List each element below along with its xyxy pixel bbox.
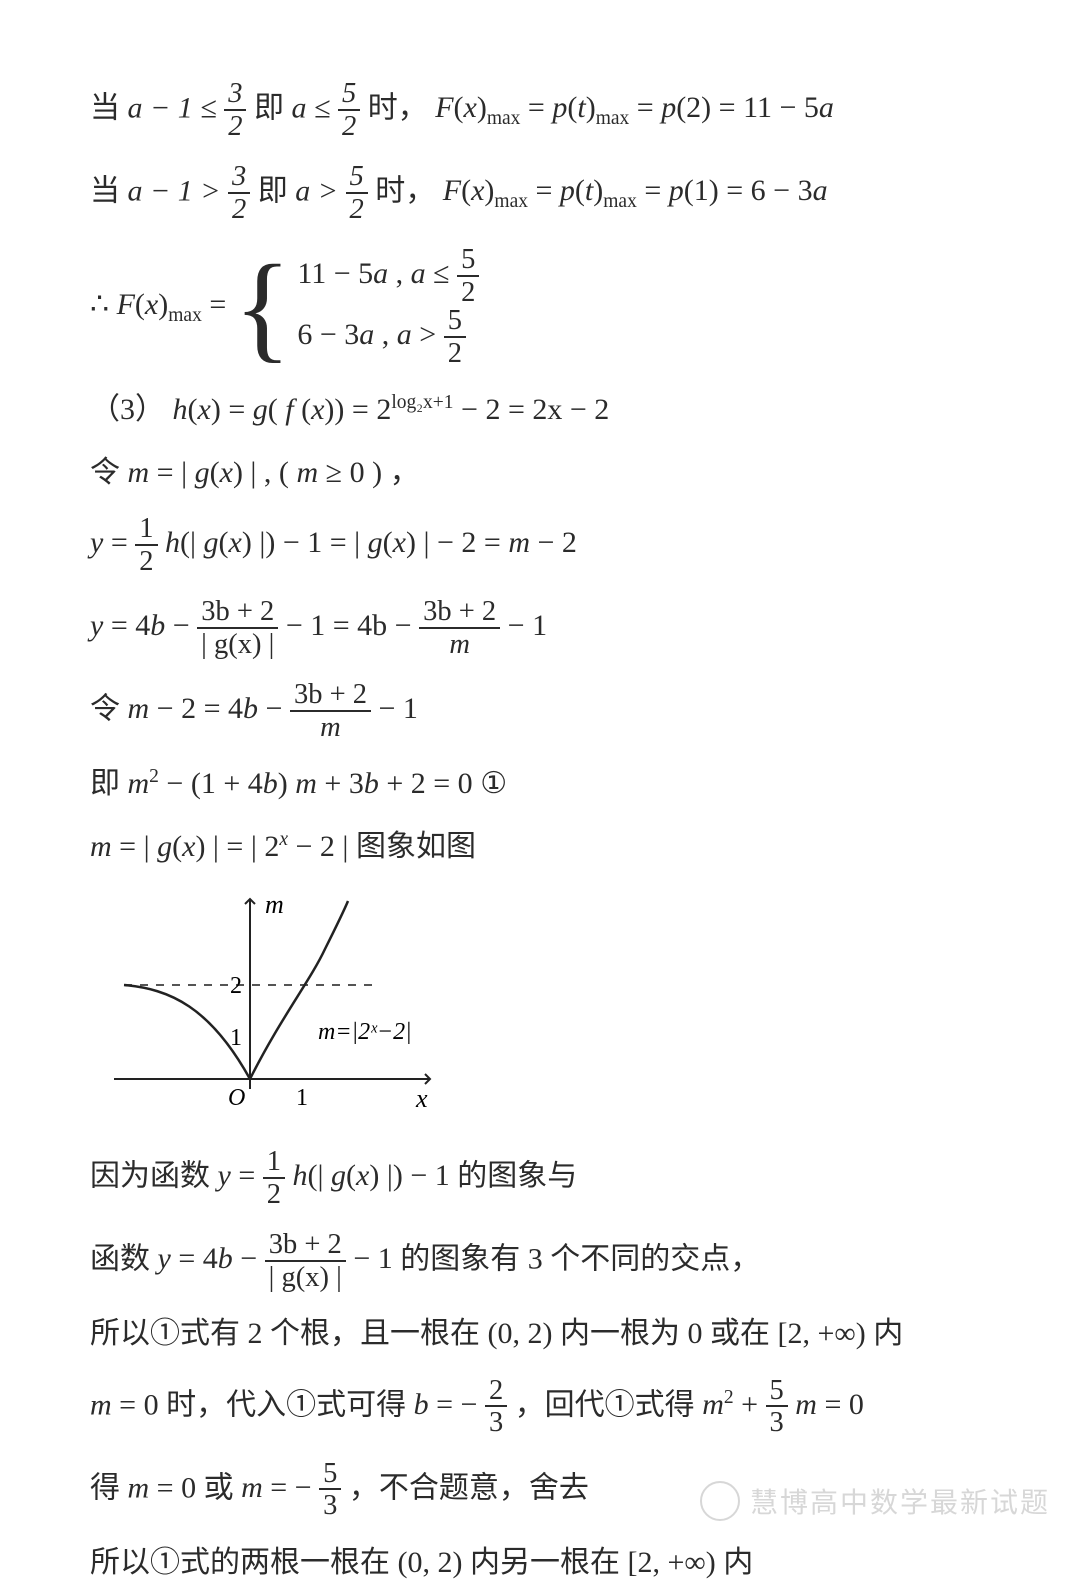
expr: m = 0: [90, 1388, 166, 1421]
tick-label-2: 2: [230, 973, 242, 999]
expr: m2 − (1 + 4b) m + 3b + 2 = 0: [128, 767, 481, 800]
text: 即: [254, 91, 292, 124]
text: （3）: [90, 393, 165, 426]
math-line-2: 当 a − 1 > 3 2 即 a > 5 2 时， F(x)max = p(t…: [90, 163, 990, 224]
watermark-text: 慧博高中数学最新试题: [750, 1481, 1050, 1521]
math-line-4: （3） h(x) = g( f (x)) = 2log₂x+1 − 2 = 2x…: [90, 390, 990, 431]
text: 时，代入①式可得: [166, 1388, 414, 1421]
text: 内一根为 0 或在: [560, 1317, 778, 1350]
piecewise-brace: { 11 − 5a , a ≤ 52 6 − 3a , a > 52: [234, 246, 480, 368]
interval: [2, +∞): [777, 1317, 865, 1350]
curve-right: [250, 901, 348, 1079]
expr: b = − 23: [414, 1388, 515, 1421]
expr: a ≤: [291, 91, 330, 124]
text: ∴: [90, 288, 117, 321]
text: 图象如图: [356, 830, 476, 863]
math-line-13: 所以①式有 2 个根，且一根在 (0, 2) 内一根为 0 或在 [2, +∞)…: [90, 1314, 990, 1355]
text: ，不合题意，舍去: [349, 1471, 589, 1504]
circled-1-icon: ①: [480, 764, 507, 805]
tick-label-1x: 1: [296, 1085, 308, 1111]
text: 内: [873, 1317, 903, 1350]
text: 内: [723, 1546, 753, 1579]
text: 内另一根在: [470, 1546, 628, 1579]
fraction: 3 2: [228, 163, 250, 224]
text: 当: [90, 91, 128, 124]
fraction: 5 2: [346, 163, 368, 224]
expr: a − 1 >: [128, 174, 221, 207]
expr: m2 + 53 m = 0: [702, 1388, 864, 1421]
interval: [2, +∞): [627, 1546, 715, 1579]
expr: F(x)max = p(t)max = p(1) = 6 − 3a: [443, 174, 828, 207]
expr: y = 4b − 3b + 2| g(x) | − 1: [158, 1242, 401, 1275]
math-line-8: 令 m − 2 = 4b − 3b + 2m − 1: [90, 681, 990, 742]
watermark: 慧博高中数学最新试题: [700, 1481, 1050, 1521]
text: 令: [90, 456, 128, 489]
expr: y = 12 h(| g(x) |) − 1: [218, 1159, 458, 1192]
text: 即: [90, 767, 128, 800]
math-line-1: 当 a − 1 ≤ 3 2 即 a ≤ 5 2 时， F(x)max = p(t…: [90, 80, 990, 141]
expr: m = | g(x) | = | 2x − 2 |: [90, 830, 356, 863]
expr: F(x)max = p(t)max = p(2) = 11 − 5a: [435, 91, 834, 124]
math-line-5: 令 m = | g(x) | , ( m ≥ 0 ) ，: [90, 453, 990, 494]
left-brace-icon: {: [234, 259, 292, 355]
expr: F(x)max =: [117, 288, 234, 321]
expr: m − 2 = 4b − 3b + 2m − 1: [128, 692, 418, 725]
text: 的图象有 3 个不同的交点，: [400, 1242, 760, 1275]
text: 当: [90, 174, 128, 207]
tick-label-1: 1: [230, 1025, 242, 1051]
expr: m = 0: [128, 1471, 197, 1504]
text: ，: [390, 456, 420, 489]
math-line-16: 所以①式的两根一根在 (0, 2) 内另一根在 [2, +∞) 内: [90, 1543, 990, 1583]
expr: y = 12 h(| g(x) |) − 1 = | g(x) | − 2 = …: [90, 526, 577, 559]
case-1: 11 − 5a , a ≤ 52: [297, 257, 479, 290]
fraction: 3 2: [224, 80, 246, 141]
interval: (0, 2): [488, 1317, 553, 1350]
expr: m = | g(x) | , ( m ≥ 0 ): [128, 456, 390, 489]
expr: y = 4b − 3b + 2| g(x) | − 1 = 4b − 3b + …: [90, 609, 547, 642]
text: ，回代①式得: [515, 1388, 703, 1421]
math-line-12: 函数 y = 4b − 3b + 2| g(x) | − 1 的图象有 3 个不…: [90, 1231, 990, 1292]
case-2: 6 − 3a , a > 52: [297, 318, 466, 351]
text: 函数: [90, 1242, 158, 1275]
text: 得: [90, 1471, 128, 1504]
document-page: 当 a − 1 ≤ 3 2 即 a ≤ 5 2 时， F(x)max = p(t…: [0, 0, 1080, 1527]
text: 或: [204, 1471, 242, 1504]
expr: m = − 53: [241, 1471, 349, 1504]
text: 所以①式的两根一根在: [90, 1546, 398, 1579]
text: 的图象与: [457, 1159, 577, 1192]
text: 所以①式有 2 个根，且一根在: [90, 1317, 488, 1350]
math-line-14: m = 0 时，代入①式可得 b = − 23 ，回代①式得 m2 + 53 m…: [90, 1377, 990, 1438]
math-line-6: y = 12 h(| g(x) |) − 1 = | g(x) | − 2 = …: [90, 515, 990, 576]
text: 因为函数: [90, 1159, 218, 1192]
math-line-7: y = 4b − 3b + 2| g(x) | − 1 = 4b − 3b + …: [90, 598, 990, 659]
graph-svg: m m=|2ˣ−2| 2 1 O 1 x: [110, 889, 440, 1119]
expr: h(x) = g( f (x)) = 2log₂x+1 − 2 = 2x − 2: [173, 393, 610, 426]
fraction: 5 2: [338, 80, 360, 141]
math-line-10: m = | g(x) | = | 2x − 2 | 图象如图: [90, 827, 990, 868]
math-line-9: 即 m2 − (1 + 4b) m + 3b + 2 = 0 ①: [90, 764, 990, 805]
watermark-logo-icon: [700, 1481, 740, 1521]
math-line-11: 因为函数 y = 12 h(| g(x) |) − 1 的图象与: [90, 1148, 990, 1209]
expr: a − 1 ≤: [128, 91, 217, 124]
math-line-3: ∴ F(x)max = { 11 − 5a , a ≤ 52 6 − 3a , …: [90, 246, 990, 368]
text: 令: [90, 692, 128, 725]
interval: (0, 2): [398, 1546, 463, 1579]
text: 即: [258, 174, 296, 207]
curve-label: m=|2ˣ−2|: [318, 1019, 412, 1045]
expr: a >: [295, 174, 338, 207]
graph-figure: m m=|2ˣ−2| 2 1 O 1 x: [110, 889, 990, 1124]
axis-label-m: m: [265, 890, 284, 919]
origin-label: O: [228, 1085, 245, 1111]
text: 时，: [368, 91, 428, 124]
text: 时，: [375, 174, 435, 207]
axis-label-x: x: [415, 1084, 428, 1113]
